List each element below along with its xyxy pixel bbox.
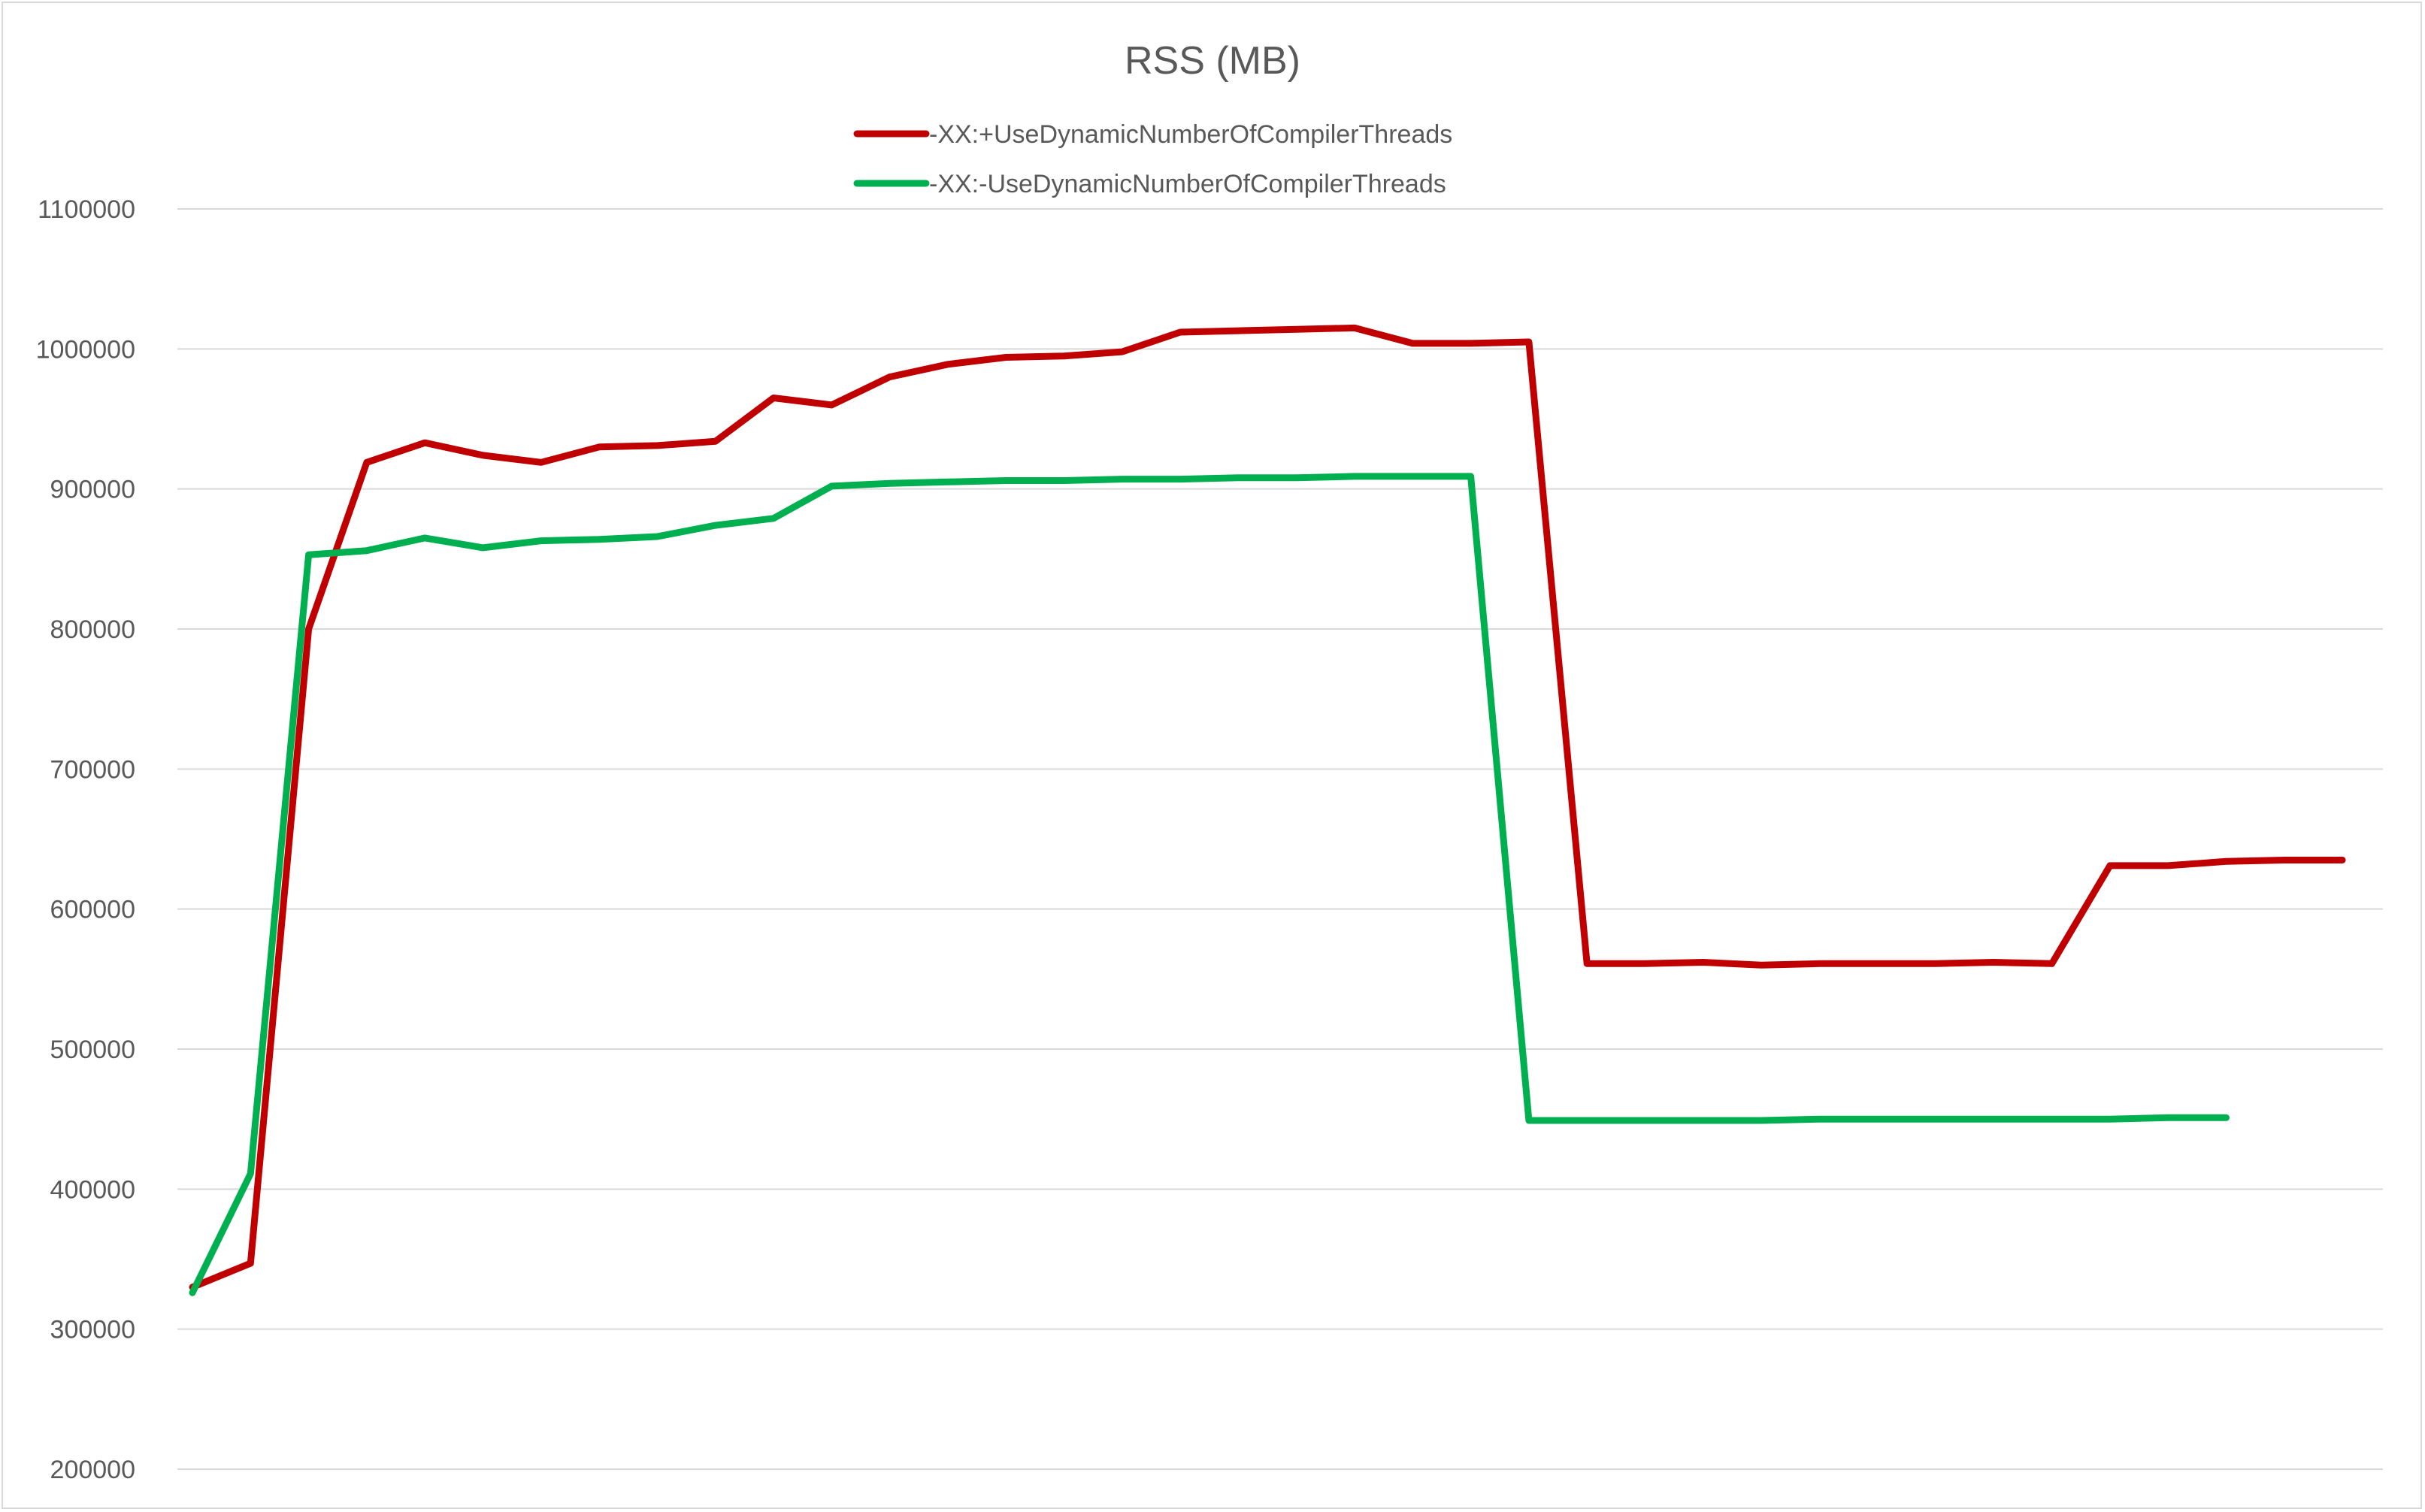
y-tick-label: 1000000 bbox=[36, 335, 135, 364]
series-lines bbox=[189, 324, 2346, 1296]
y-tick-label: 300000 bbox=[50, 1316, 135, 1344]
y-axis-tick-labels: 200000 300000 400000 500000 600000 700000 8000… bbox=[36, 195, 135, 1484]
series-line-dynamic-on bbox=[189, 324, 2346, 1291]
y-tick-label: 1100000 bbox=[38, 195, 135, 224]
chart-title: RSS (MB) bbox=[1125, 39, 1300, 83]
legend-label: -XX:-UseDynamicNumberOfCompilerThreads bbox=[929, 170, 1446, 198]
legend-item-dynamic-on: -XX:+UseDynamicNumberOfCompilerThreads bbox=[853, 120, 1452, 149]
y-tick-label: 800000 bbox=[50, 615, 135, 644]
gridlines bbox=[177, 208, 2383, 1470]
y-tick-label: 700000 bbox=[50, 755, 135, 784]
y-tick-label: 900000 bbox=[50, 476, 135, 504]
y-tick-label: 600000 bbox=[50, 896, 135, 924]
y-tick-label: 500000 bbox=[50, 1036, 135, 1064]
series-line-dynamic-off bbox=[189, 473, 2230, 1296]
legend-label: -XX:+UseDynamicNumberOfCompilerThreads bbox=[929, 120, 1452, 149]
legend-item-dynamic-off: -XX:-UseDynamicNumberOfCompilerThreads bbox=[853, 170, 1446, 198]
y-tick-label: 200000 bbox=[50, 1456, 135, 1484]
legend: -XX:+UseDynamicNumberOfCompilerThreads -… bbox=[853, 120, 1452, 198]
y-tick-label: 400000 bbox=[50, 1175, 135, 1204]
